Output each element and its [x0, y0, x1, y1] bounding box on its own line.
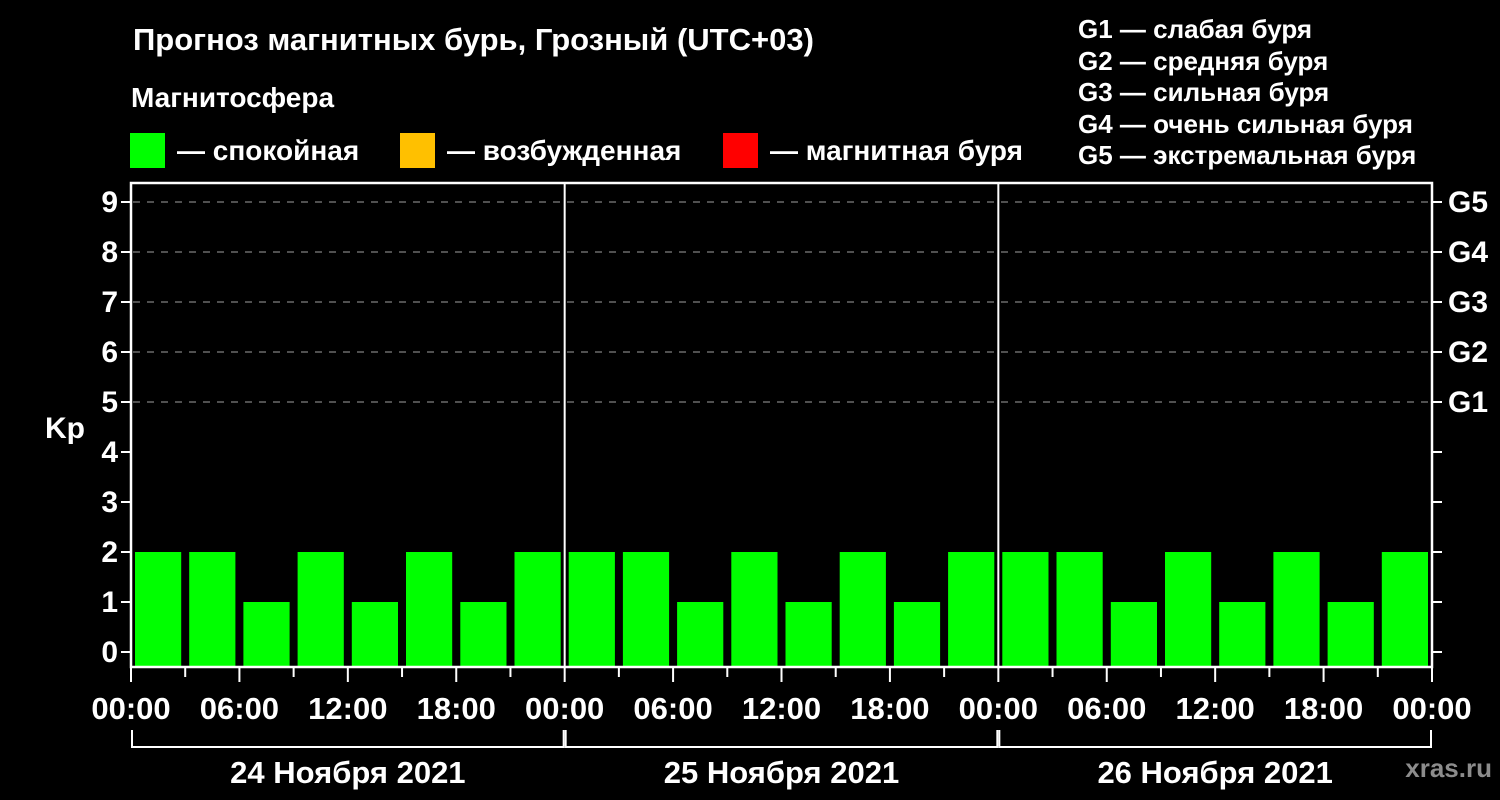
date-label: 24 Ноября 2021 [230, 755, 465, 790]
kp-bar [568, 552, 615, 666]
y-axis-label: 8 [101, 236, 118, 269]
kp-bar [622, 552, 670, 666]
x-axis-label: 18:00 [1284, 691, 1363, 726]
date-label: 26 Ноября 2021 [1097, 755, 1332, 790]
date-bracket [131, 730, 565, 748]
plot-border [129, 181, 1434, 669]
watermark: xras.ru [1405, 753, 1492, 783]
x-axis-label: 00:00 [1392, 691, 1471, 726]
x-axis-label: 00:00 [525, 691, 604, 726]
kp-bar [948, 552, 995, 666]
kp-bar [1381, 552, 1428, 666]
y-axis-label: 9 [101, 186, 118, 219]
x-axis-label: 12:00 [1176, 691, 1255, 726]
x-axis-label: 06:00 [633, 691, 712, 726]
y-axis-label: 6 [101, 336, 118, 369]
legend-item-storm: — магнитная буря [723, 133, 1023, 168]
legend-item-excited: — возбужденная [400, 133, 681, 168]
y-axis-label: 4 [101, 436, 118, 469]
x-axis-label: 06:00 [200, 691, 279, 726]
legend-label-quiet: — спокойная [177, 134, 360, 166]
kp-bar [893, 602, 941, 666]
kp-bar [406, 552, 453, 666]
x-axis-label: 00:00 [91, 691, 170, 726]
legend-item-quiet: — спокойная [130, 133, 359, 168]
g-level-label: G5 [1448, 186, 1488, 219]
y-axis-label: 5 [101, 386, 118, 419]
quiet-color-swatch [130, 133, 165, 168]
y-axis-label: 2 [101, 536, 118, 569]
date-bracket [998, 730, 1432, 748]
storm-color-swatch [723, 133, 758, 168]
g-level-label: G4 [1448, 236, 1488, 269]
legend-label-storm: — магнитная буря [770, 134, 1023, 166]
kp-bar [1110, 602, 1157, 666]
kp-bar [297, 552, 344, 666]
kp-bar [839, 552, 886, 666]
g-level-label: G2 [1448, 336, 1488, 369]
storm-scale-g3: G3 — сильная буря [1078, 77, 1330, 108]
x-axis-label: 18:00 [850, 691, 929, 726]
kp-bar [677, 602, 724, 666]
y-axis-label: 3 [101, 486, 118, 519]
storm-scale-g1: G1 — слабая буря [1078, 14, 1313, 44]
y-axis-label: 7 [101, 286, 118, 319]
magnetosphere-subtitle: Магнитосфера [131, 82, 335, 113]
date-label: 25 Ноября 2021 [664, 755, 899, 790]
date-bracket [564, 730, 999, 748]
x-axis-label: 00:00 [959, 691, 1038, 726]
page-title: Прогноз магнитных бурь, Грозный (UTC+03) [133, 22, 814, 57]
kp-bar [460, 602, 507, 666]
storm-scale-g4: G4 — очень сильная буря [1078, 108, 1413, 139]
excited-color-swatch [400, 133, 435, 168]
x-axis-label: 12:00 [308, 691, 387, 726]
kp-bar [1002, 552, 1049, 666]
kp-bar [1327, 602, 1374, 666]
kp-axis-title: Kp [45, 412, 85, 445]
storm-scale-g2: G2 — средняя буря [1078, 45, 1329, 76]
g-level-label: G1 [1448, 386, 1488, 419]
x-axis-label: 06:00 [1067, 691, 1146, 726]
kp-bar [1165, 552, 1212, 666]
kp-bar [351, 602, 398, 666]
storm-scale-legend: G1 — слабая буря G2 — средняя буря G3 — … [1078, 14, 1416, 172]
x-axis-label: 12:00 [742, 691, 821, 726]
y-axis-label: 1 [101, 586, 118, 619]
g-level-label: G3 [1448, 286, 1488, 319]
storm-scale-g5: G5 — экстремальная буря [1078, 140, 1417, 171]
kp-bar [243, 602, 290, 666]
kp-bar [1273, 552, 1320, 666]
legend-label-excited: — возбужденная [447, 134, 682, 166]
kp-bar [731, 552, 778, 666]
kp-bar [785, 602, 832, 666]
kp-bar [514, 552, 561, 666]
kp-bar [1056, 552, 1103, 666]
y-axis-label: 0 [101, 636, 118, 669]
kp-bar [1219, 602, 1266, 666]
kp-bar [189, 552, 236, 666]
kp-bar [135, 552, 182, 666]
x-axis-label: 18:00 [417, 691, 496, 726]
